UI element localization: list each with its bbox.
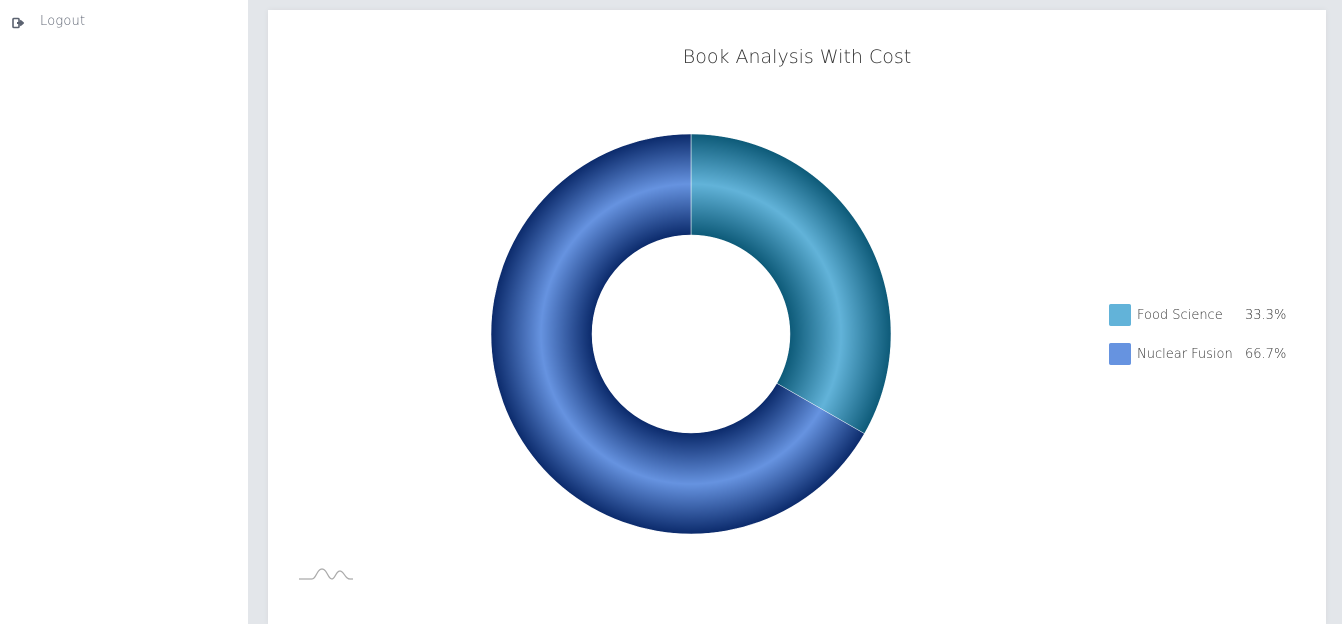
logout-menu-item[interactable]: Logout [12, 14, 85, 29]
legend-item-food-science[interactable]: Food Science 33.3% [1109, 304, 1286, 326]
legend-swatch [1109, 304, 1131, 326]
legend-item-nuclear-fusion[interactable]: Nuclear Fusion 66.7% [1109, 343, 1286, 365]
legend-label: Nuclear Fusion [1137, 346, 1233, 362]
chart-library-logo [299, 568, 353, 580]
donut-slice-food-science[interactable] [690, 133, 892, 434]
sign-out-icon [12, 15, 26, 29]
logout-label: Logout [40, 14, 86, 29]
legend-label: Food Science [1137, 307, 1223, 323]
sidebar: Logout [0, 0, 248, 624]
chart-card: Book Analysis With Cost Food Science 33.… [268, 10, 1326, 624]
chart-title: Book Analysis With Cost [682, 46, 912, 68]
donut-slice-nuclear-fusion[interactable] [490, 133, 865, 535]
donut-chart [490, 133, 892, 535]
legend-swatch [1109, 343, 1131, 365]
legend-percent: 66.7% [1245, 346, 1287, 362]
legend-percent: 33.3% [1245, 307, 1287, 323]
